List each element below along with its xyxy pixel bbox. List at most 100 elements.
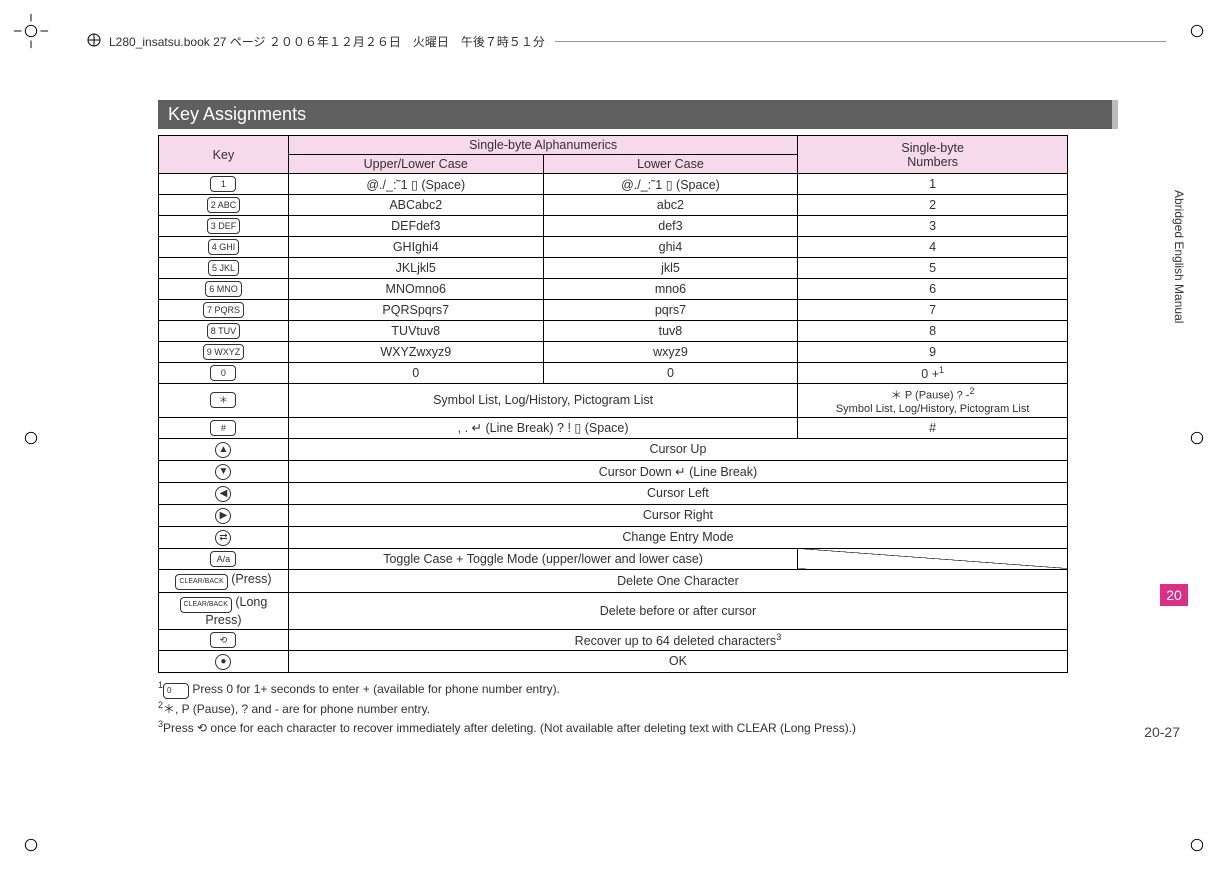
key-assignments-table: Key Single-byte Alphanumerics Single-byt… (158, 135, 1068, 673)
cell-star-num: ＊ P (Pause) ? -2Symbol List, Log/History… (798, 384, 1068, 418)
col-header-alpha: Single-byte Alphanumerics (288, 136, 797, 155)
table-row: 9 WXYZ WXYZwxyz9wxyz99 (159, 342, 1068, 363)
numeric-key-icon: 4 GHI (208, 239, 240, 255)
cell-lower: tuv8 (543, 321, 798, 342)
bullet-icon (87, 33, 101, 50)
cell-lower: jkl5 (543, 258, 798, 279)
numeric-key-icon: 3 DEF (207, 218, 241, 234)
cell-full: Cursor Left (288, 482, 1067, 504)
cell-number: 0 +1 (798, 363, 1068, 384)
key-cell: 6 MNO (159, 279, 289, 300)
key-cell: ● (159, 650, 289, 672)
key-cell: CLEAR/BACK (Press) (159, 569, 289, 592)
header-rule (555, 41, 1166, 42)
table-row: 2 ABC ABCabc2abc22 (159, 195, 1068, 216)
key-cell: 3 DEF (159, 216, 289, 237)
cell-full: OK (288, 650, 1067, 672)
header-text: L280_insatsu.book 27 ページ ２００６年１２月２６日 火曜日… (109, 33, 545, 50)
cell-upper-lower: @./_:˜1 ▯ (Space) (288, 174, 543, 195)
cell-number: 1 (798, 174, 1068, 195)
side-chapter-number: 20 (1160, 584, 1188, 606)
binder-hole-icon (12, 12, 50, 50)
cell-full: Cursor Right (288, 504, 1067, 526)
cursor-key-icon: ◀ (215, 486, 231, 502)
table-row: ▶Cursor Right (159, 504, 1068, 526)
key-cell: ⟲ (159, 629, 289, 650)
cell-number: 5 (798, 258, 1068, 279)
table-row: # , . ↵ (Line Break) ? ! ▯ (Space) # (159, 417, 1068, 438)
cursor-key-icon: ▲ (215, 442, 231, 458)
cell-number: 3 (798, 216, 1068, 237)
binder-hole-icon (1178, 826, 1216, 864)
cell-number: 6 (798, 279, 1068, 300)
document-header: L280_insatsu.book 27 ページ ２００６年１２月２６日 火曜日… (87, 33, 1166, 50)
binder-hole-icon (1178, 12, 1216, 50)
cell-full: Cursor Up (288, 438, 1067, 460)
footnote-2: 2＊, P (Pause), ? and - are for phone num… (158, 699, 1118, 718)
cursor-key-icon: ⇄ (215, 530, 231, 546)
table-row: 5 JKL JKLjkl5jkl55 (159, 258, 1068, 279)
cell-full: Cursor Down ↵ (Line Break) (288, 460, 1067, 482)
key-cell: ◀ (159, 482, 289, 504)
cell-upper-lower: DEFdef3 (288, 216, 543, 237)
footnote-3-text: Press ⟲ once for each character to recov… (163, 721, 856, 735)
content-area: Key Assignments Key Single-byte Alphanum… (158, 100, 1118, 737)
numeric-key-icon: 9 WXYZ (203, 344, 245, 360)
ok-key-icon: ● (215, 654, 231, 670)
cell-full: Recover up to 64 deleted characters3 (288, 629, 1067, 650)
key-cell: ＊ (159, 384, 289, 418)
col-header-lower: Lower Case (543, 155, 798, 174)
table-row: 0000 +1 (159, 363, 1068, 384)
section-title: Key Assignments (158, 100, 1118, 129)
col-header-upper-lower: Upper/Lower Case (288, 155, 543, 174)
cell-upper-lower: GHIghi4 (288, 237, 543, 258)
cell-upper-lower: JKLjkl5 (288, 258, 543, 279)
numeric-key-icon: 5 JKL (208, 260, 239, 276)
table-row: ▲ Cursor Up (159, 438, 1068, 460)
clear-key-icon: CLEAR/BACK (175, 574, 227, 590)
key-cell: 4 GHI (159, 237, 289, 258)
cell-upper-lower: TUVtuv8 (288, 321, 543, 342)
cell-lower: abc2 (543, 195, 798, 216)
key-cell: A/a (159, 548, 289, 569)
numeric-key-icon: 0 (210, 365, 236, 381)
cell-number: 2 (798, 195, 1068, 216)
cell-full: Delete One Character (288, 569, 1067, 592)
cell-upper-lower: PQRSpqrs7 (288, 300, 543, 321)
table-row: 8 TUVTUVtuv8tuv88 (159, 321, 1068, 342)
footnote-1-text: Press 0 for 1+ seconds to enter + (avail… (192, 682, 560, 696)
page-number: 20-27 (1144, 724, 1180, 740)
cell-full: Delete before or after cursor (288, 592, 1067, 629)
col-header-key: Key (159, 136, 289, 174)
table-row: ◀ Cursor Left (159, 482, 1068, 504)
numeric-key-icon: 7 PQRS (203, 302, 244, 318)
cell-hash-num: # (798, 417, 1068, 438)
cell-number: 9 (798, 342, 1068, 363)
cell-lower: ghi4 (543, 237, 798, 258)
table-row: ⇄ Change Entry Mode (159, 526, 1068, 548)
binder-hole-icon (12, 826, 50, 864)
cell-full: Change Entry Mode (288, 526, 1067, 548)
table-row: A/a Toggle Case + Toggle Mode (upper/low… (159, 548, 1068, 569)
key-cell: 9 WXYZ (159, 342, 289, 363)
table-row: CLEAR/BACK (Press)Delete One Character (159, 569, 1068, 592)
footnote-1: 10 Press 0 for 1+ seconds to enter + (av… (158, 679, 1118, 699)
key-cell: 1 (159, 174, 289, 195)
footnotes: 10 Press 0 for 1+ seconds to enter + (av… (158, 679, 1118, 737)
footnote-2-text: ＊, P (Pause), ? and - are for phone numb… (163, 702, 430, 716)
key-cell: ▲ (159, 438, 289, 460)
numeric-key-icon: 2 ABC (207, 197, 241, 213)
footnote-3: 3Press ⟲ once for each character to reco… (158, 718, 1118, 737)
key-cell: 2 ABC (159, 195, 289, 216)
key-cell: 8 TUV (159, 321, 289, 342)
cell-number: 8 (798, 321, 1068, 342)
cell-upper-lower: WXYZwxyz9 (288, 342, 543, 363)
table-row: 7 PQRSPQRSpqrs7pqrs77 (159, 300, 1068, 321)
page: L280_insatsu.book 27 ページ ２００６年１２月２６日 火曜日… (0, 0, 1228, 876)
numeric-key-icon: 1 (210, 176, 236, 192)
cell-lower: wxyz9 (543, 342, 798, 363)
clear-key-icon: CLEAR/BACK (180, 597, 232, 613)
table-row: CLEAR/BACK (Long Press)Delete before or … (159, 592, 1068, 629)
key-cell: ▶ (159, 504, 289, 526)
cell-upper-lower: ABCabc2 (288, 195, 543, 216)
